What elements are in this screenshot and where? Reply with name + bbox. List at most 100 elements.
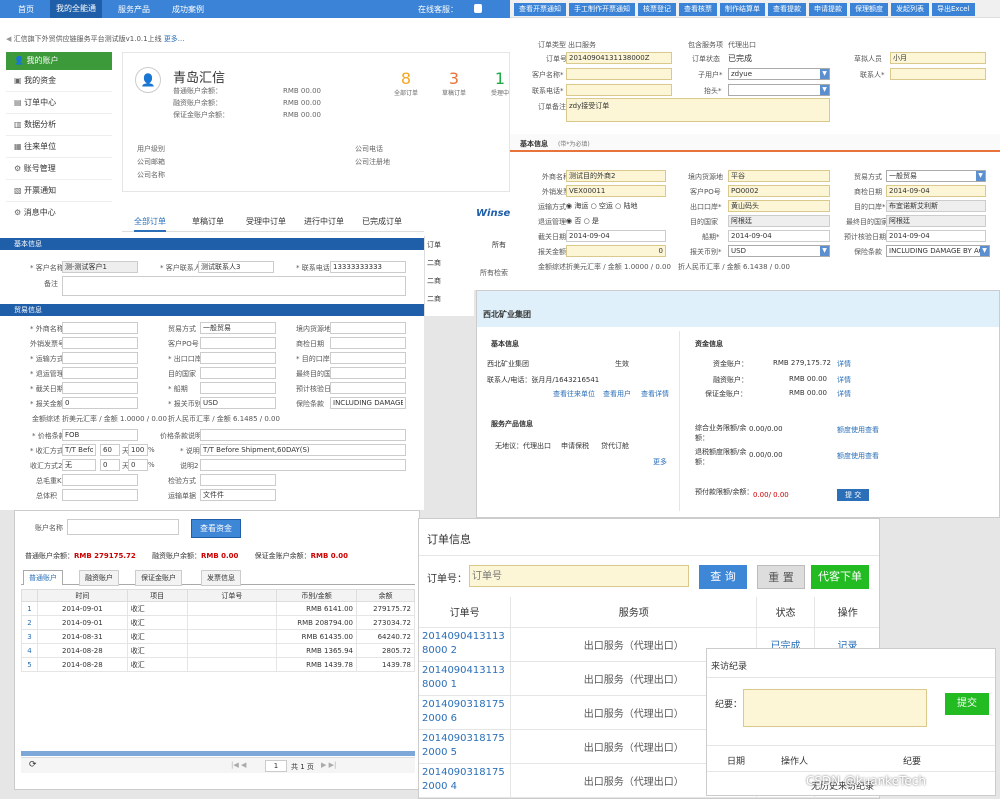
order-remark-field[interactable]: zdy接受订单 <box>566 98 830 122</box>
factoring-limit-button[interactable]: 保理额度 <box>850 3 888 16</box>
next-page-icon[interactable]: ▶ ▶| <box>321 761 337 769</box>
invoice-title-select[interactable]: ▼ <box>728 84 830 96</box>
account-name-input[interactable] <box>67 519 179 535</box>
nav-my-quanneng[interactable]: 我的全能通 <box>50 0 102 18</box>
trade-extra-input[interactable] <box>200 459 406 471</box>
declare-amount-field[interactable] <box>566 245 666 257</box>
query-button[interactable]: 查 询 <box>699 565 747 589</box>
trade-field-input[interactable] <box>200 382 276 394</box>
order-cell-no[interactable]: 20140904131138000 1 <box>419 661 512 695</box>
side-tab[interactable]: 所有 <box>492 241 506 249</box>
tab-accepted-orders[interactable]: 受理中订单 <box>246 217 286 226</box>
make-settlement-button[interactable]: 制作结算单 <box>720 3 765 16</box>
table-row[interactable]: 4 2014-08-28 收汇 RMB 1365.94 2805.72 <box>21 643 415 658</box>
view-invoice-notice-button[interactable]: 查看开票通知 <box>514 3 566 16</box>
tab-invoice-info[interactable]: 发票信息 <box>201 570 241 586</box>
deposit-detail-link[interactable]: 详情 <box>837 390 851 398</box>
view-partners-link[interactable]: 查看往来单位 <box>553 390 595 398</box>
order-no-field[interactable] <box>566 52 672 64</box>
nav-services[interactable]: 服务产品 <box>118 5 150 14</box>
sidebar-item-partners[interactable]: ▦ 往来单位 <box>6 136 112 158</box>
sidebar-item-orders[interactable]: ▤ 订单中心 <box>6 92 112 114</box>
trade-extra-input[interactable] <box>100 444 120 456</box>
trade-extra-input[interactable] <box>200 429 406 441</box>
export-port-field[interactable] <box>728 200 830 212</box>
list-item[interactable]: 20140904131138000 2 出口服务（代理出口） 已完成 记录 <box>419 627 879 661</box>
stat-all-orders[interactable]: 8 全部订单 <box>393 69 418 97</box>
trade-extra-input[interactable] <box>200 489 276 501</box>
return-radio[interactable]: ◉ 否 ○ 是 <box>566 217 599 225</box>
trade-field-input[interactable] <box>200 322 276 334</box>
trade-extra-input[interactable] <box>100 459 120 471</box>
trade-extra-input[interactable] <box>62 474 138 486</box>
trade-field-input[interactable] <box>330 322 406 334</box>
contact-field[interactable] <box>890 68 986 80</box>
trade-extra-input[interactable] <box>62 489 138 501</box>
inspection-date-field[interactable] <box>886 185 986 197</box>
mobile-order-input[interactable] <box>469 565 689 587</box>
table-row[interactable]: 1 2014-09-01 收汇 RMB 6141.00 279175.72 <box>21 601 415 616</box>
trade-field-input[interactable] <box>62 337 138 349</box>
trade-field-input[interactable] <box>62 397 138 409</box>
view-users-link[interactable]: 查看用户 <box>603 390 631 398</box>
page-input[interactable] <box>265 760 287 772</box>
verify-date-field[interactable] <box>886 230 986 242</box>
company-submit-button[interactable]: 提 交 <box>837 489 870 501</box>
invoice-register-button[interactable]: 核票登记 <box>638 3 676 16</box>
finance-detail-link[interactable]: 详情 <box>837 376 851 384</box>
h-scrollbar[interactable] <box>21 751 415 756</box>
trade-extra-input[interactable] <box>62 444 96 456</box>
trade-extra-input[interactable] <box>62 429 138 441</box>
trade-field-input[interactable] <box>62 382 138 394</box>
invoice-no-field[interactable] <box>566 185 666 197</box>
sidebar-item-funds[interactable]: ▣ 我的资金 <box>6 70 112 92</box>
sidebar-item-analytics[interactable]: ▥ 数据分析 <box>6 114 112 136</box>
tab-finance-account[interactable]: 融资账户 <box>79 570 119 586</box>
tab-normal-account[interactable]: 普通账户 <box>23 570 63 585</box>
view-details-link[interactable]: 查看详情 <box>641 390 669 398</box>
cutoff-date-field[interactable] <box>566 230 666 242</box>
sidebar-item-invoice[interactable]: ▧ 开票通知 <box>6 180 112 202</box>
export-excel-button[interactable]: 导出Excel <box>932 3 975 16</box>
refund-limit-link[interactable]: 额度使用查看 <box>837 452 879 460</box>
sidebar-item-account[interactable]: 👤 我的账户 <box>6 52 112 70</box>
notice-more-link[interactable]: 更多... <box>163 35 185 43</box>
reset-button[interactable]: 重 置 <box>757 565 805 589</box>
phone-field[interactable] <box>566 84 672 96</box>
trade-field-input[interactable] <box>62 322 138 334</box>
apply-withdraw-button[interactable]: 申请提款 <box>809 3 847 16</box>
trade-field-input[interactable] <box>330 337 406 349</box>
first-page-icon[interactable]: |◀ ◀ <box>231 761 247 769</box>
view-funds-button[interactable]: 查看资金 <box>191 519 241 538</box>
po-no-field[interactable] <box>728 185 830 197</box>
agent-order-button[interactable]: 代客下单 <box>811 565 869 589</box>
order-cell-no[interactable]: 20140904131138000 2 <box>419 627 512 661</box>
trade-field-input[interactable] <box>330 397 406 409</box>
foreign-company-field[interactable] <box>566 170 666 182</box>
origin-field[interactable] <box>728 170 830 182</box>
visit-submit-button[interactable]: 提交 <box>945 693 989 715</box>
tab-draft-orders[interactable]: 草稿订单 <box>192 217 224 226</box>
trade-field-input[interactable] <box>330 367 406 379</box>
trade-field-input[interactable] <box>330 382 406 394</box>
final-country-field[interactable] <box>886 215 986 227</box>
insurance-select[interactable]: INCLUDING DAMAGE BY AC ▼ <box>886 245 990 257</box>
table-row[interactable]: 3 2014-08-31 收汇 RMB 61435.00 64240.72 <box>21 629 415 644</box>
tab-ongoing-orders[interactable]: 进行中订单 <box>304 217 344 226</box>
view-withdraw-button[interactable]: 查看提款 <box>768 3 806 16</box>
stat-accepted-orders[interactable]: 1 受理中 <box>490 69 509 97</box>
trade-extra-input[interactable] <box>128 459 148 471</box>
nav-home[interactable]: 首页 <box>18 5 34 14</box>
view-invoice-check-button[interactable]: 查看核票 <box>679 3 717 16</box>
left-remark-field[interactable] <box>62 276 406 296</box>
left-contact-field[interactable] <box>198 261 274 273</box>
sub-user-select[interactable]: zdyue ▼ <box>728 68 830 80</box>
tab-deposit-account[interactable]: 保证金账户 <box>135 570 182 586</box>
transport-radio[interactable]: ◉ 海运 ○ 空运 ○ 陆地 <box>566 202 638 210</box>
left-phone-field[interactable] <box>330 261 406 273</box>
order-cell-no[interactable]: 20140903181752000 6 <box>419 695 512 729</box>
tab-completed-orders[interactable]: 已完成订单 <box>362 217 402 226</box>
dest-country-field[interactable] <box>728 215 830 227</box>
trade-extra-input[interactable] <box>128 444 148 456</box>
trade-field-input[interactable] <box>200 352 276 364</box>
